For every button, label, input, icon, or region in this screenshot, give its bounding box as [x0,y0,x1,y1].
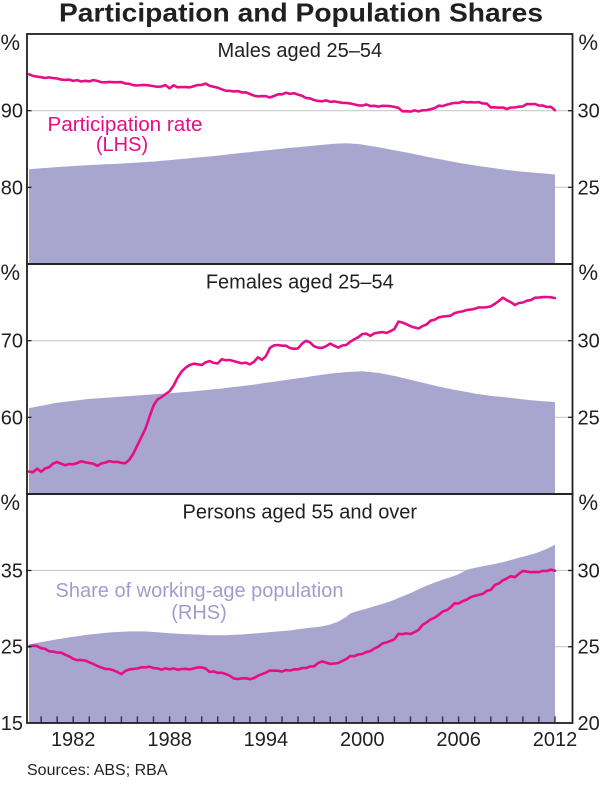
svg-text:20: 20 [578,713,600,735]
svg-text:1994: 1994 [244,729,289,751]
svg-text:Sources: ABS; RBA: Sources: ABS; RBA [27,762,168,779]
svg-text:25: 25 [578,637,600,659]
svg-text:%: % [0,490,20,515]
svg-text:Participation and Population S: Participation and Population Shares [59,0,543,28]
svg-text:80: 80 [1,177,23,199]
svg-text:Participation rate: Participation rate [48,114,203,136]
svg-text:90: 90 [1,101,23,123]
svg-text:25: 25 [578,177,600,199]
svg-text:2000: 2000 [340,729,385,751]
svg-text:Persons aged 55 and over: Persons aged 55 and over [182,502,417,524]
svg-text:%: % [579,260,599,285]
svg-text:1988: 1988 [147,729,192,751]
svg-text:60: 60 [1,407,23,429]
svg-text:%: % [0,30,20,55]
svg-text:70: 70 [1,331,23,353]
svg-text:(RHS): (RHS) [171,602,227,624]
svg-text:%: % [0,260,20,285]
svg-text:30: 30 [578,101,600,123]
svg-text:1982: 1982 [51,729,96,751]
svg-text:Share of working-age populatio: Share of working-age population [56,580,344,602]
svg-text:15: 15 [1,713,23,735]
svg-text:25: 25 [1,637,23,659]
svg-text:Females aged 25–54: Females aged 25–54 [206,272,394,294]
svg-text:Males aged 25–54: Males aged 25–54 [218,40,383,62]
svg-text:2012: 2012 [533,729,578,751]
svg-text:30: 30 [578,561,600,583]
svg-text:%: % [579,490,599,515]
svg-text:(LHS): (LHS) [96,134,148,156]
svg-text:%: % [579,30,599,55]
svg-text:25: 25 [578,407,600,429]
svg-text:30: 30 [578,331,600,353]
svg-text:2006: 2006 [436,729,481,751]
svg-text:35: 35 [1,561,23,583]
